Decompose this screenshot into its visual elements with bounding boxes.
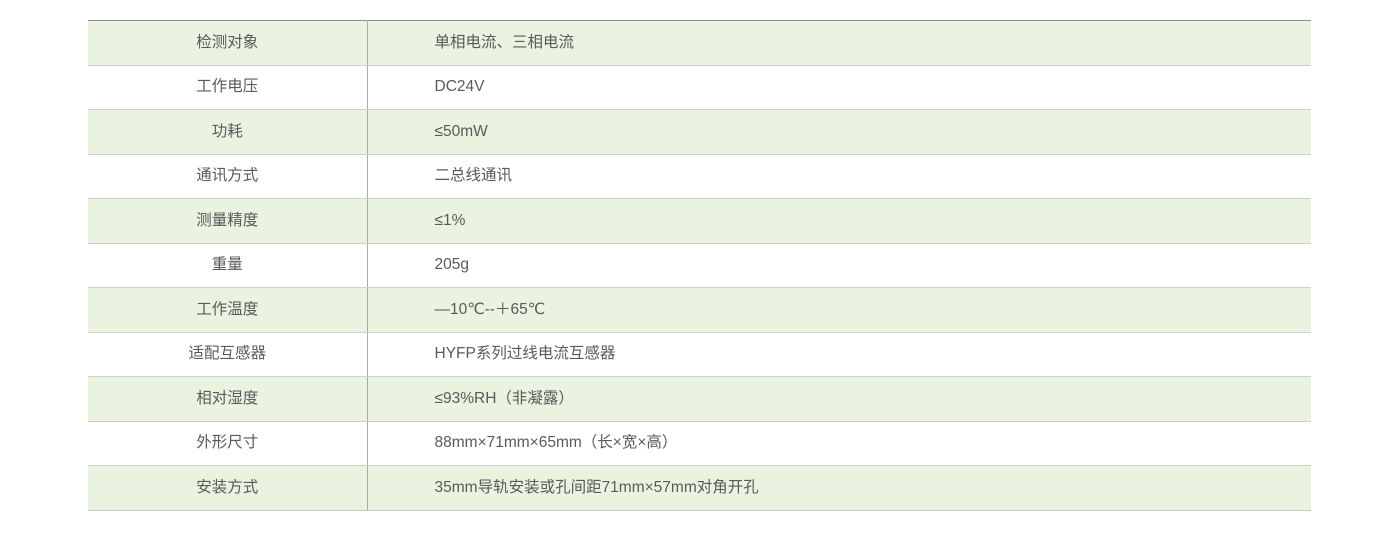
spec-value-text: —10℃--＋65℃ bbox=[434, 300, 546, 318]
specification-table-body: 检测对象 单相电流、三相电流工作电压 DC24V 功耗 ≤50mW 通讯方式 二总线通讯测量… bbox=[88, 20, 1311, 511]
spec-label-cell: 工作电压 bbox=[88, 64, 368, 110]
spec-label-cell: 重量 bbox=[88, 242, 368, 288]
spec-label-text: 相对湿度 bbox=[196, 389, 259, 407]
spec-value-text: ≤93%RH（非凝露） bbox=[434, 389, 574, 407]
spec-label-text: 测量精度 bbox=[196, 211, 259, 229]
table-row: 适配互感器 HYFP系列过线电流互感器 bbox=[88, 331, 1311, 377]
table-row: 功耗 ≤50mW bbox=[88, 109, 1311, 155]
spec-value-text: ≤50mW bbox=[434, 122, 488, 140]
spec-label-text: 工作电压 bbox=[196, 78, 259, 96]
spec-label-text: 安装方式 bbox=[196, 478, 259, 496]
spec-value-cell: —10℃--＋65℃ bbox=[367, 287, 1311, 333]
spec-value-cell: 二总线通讯 bbox=[367, 153, 1311, 199]
spec-label-cell: 检测对象 bbox=[88, 20, 368, 66]
spec-value-cell: ≤50mW bbox=[367, 109, 1311, 155]
spec-value-cell: ≤93%RH（非凝露） bbox=[367, 376, 1311, 422]
table-row: 检测对象 单相电流、三相电流 bbox=[88, 20, 1311, 66]
spec-label-text: 功耗 bbox=[211, 122, 243, 140]
table-row: 相对湿度 ≤93%RH（非凝露） bbox=[88, 376, 1311, 422]
spec-label-cell: 通讯方式 bbox=[88, 153, 368, 199]
specification-table: 检测对象 单相电流、三相电流工作电压 DC24V 功耗 ≤50mW 通讯方式 二总线通讯测量… bbox=[88, 20, 1311, 511]
table-row: 工作电压 DC24V bbox=[88, 64, 1311, 110]
spec-label-text: 外形尺寸 bbox=[196, 434, 259, 452]
table-row: 测量精度 ≤1% bbox=[88, 198, 1311, 244]
spec-value-text: ≤1% bbox=[434, 211, 466, 229]
table-row: 外形尺寸 88mm×71mm×65mm（长×宽×高） bbox=[88, 420, 1311, 466]
specification-table-container: 检测对象 单相电流、三相电流工作电压 DC24V 功耗 ≤50mW 通讯方式 二总线通讯测量… bbox=[88, 20, 1311, 511]
spec-value-cell: ≤1% bbox=[367, 198, 1311, 244]
spec-label-cell: 安装方式 bbox=[88, 465, 368, 511]
spec-label-text: 重量 bbox=[211, 256, 243, 274]
spec-label-text: 通讯方式 bbox=[196, 167, 259, 185]
spec-value-cell: HYFP系列过线电流互感器 bbox=[367, 331, 1311, 377]
spec-value-text: DC24V bbox=[434, 78, 485, 96]
spec-value-text: 205g bbox=[434, 256, 469, 274]
spec-value-text: 单相电流、三相电流 bbox=[434, 33, 575, 51]
spec-value-text: 二总线通讯 bbox=[434, 167, 513, 185]
spec-value-cell: 单相电流、三相电流 bbox=[367, 20, 1311, 66]
spec-value-text: 88mm×71mm×65mm（长×宽×高） bbox=[434, 434, 678, 452]
spec-label-text: 工作温度 bbox=[196, 300, 259, 318]
spec-label-text: 适配互感器 bbox=[188, 345, 266, 363]
spec-label-cell: 功耗 bbox=[88, 109, 368, 155]
spec-value-cell: 88mm×71mm×65mm（长×宽×高） bbox=[367, 420, 1311, 466]
spec-label-text: 检测对象 bbox=[196, 33, 259, 51]
spec-value-cell: 35mm导轨安装或孔间距71mm×57mm对角开孔 bbox=[367, 465, 1311, 511]
spec-label-cell: 外形尺寸 bbox=[88, 420, 368, 466]
table-row: 通讯方式 二总线通讯 bbox=[88, 153, 1311, 199]
spec-label-cell: 相对湿度 bbox=[88, 376, 368, 422]
spec-value-cell: 205g bbox=[367, 242, 1311, 288]
spec-label-cell: 测量精度 bbox=[88, 198, 368, 244]
spec-value-cell: DC24V bbox=[367, 64, 1311, 110]
table-row: 安装方式 35mm导轨安装或孔间距71mm×57mm对角开孔 bbox=[88, 465, 1311, 511]
spec-label-cell: 适配互感器 bbox=[88, 331, 368, 377]
table-row: 工作温度 —10℃--＋65℃ bbox=[88, 287, 1311, 333]
spec-value-text: 35mm导轨安装或孔间距71mm×57mm对角开孔 bbox=[434, 478, 759, 496]
spec-label-cell: 工作温度 bbox=[88, 287, 368, 333]
spec-value-text: HYFP系列过线电流互感器 bbox=[434, 345, 616, 363]
table-row: 重量 205g bbox=[88, 242, 1311, 288]
